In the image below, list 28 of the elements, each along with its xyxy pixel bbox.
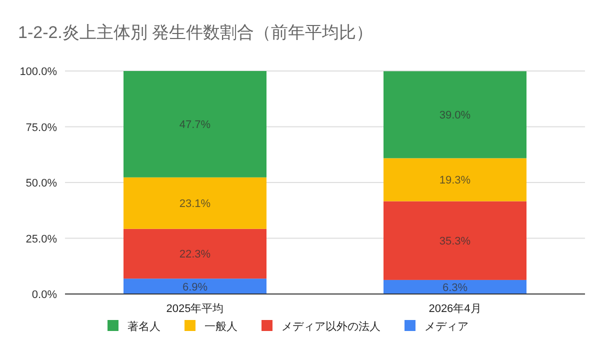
bar <box>124 278 266 294</box>
chart-title: 1-2-2.炎上主体別 発生件数割合（前年平均比） <box>18 23 374 42</box>
x-tick-label: 2025年平均 <box>166 303 224 315</box>
bar <box>384 280 526 294</box>
y-tick-label: 25.0% <box>26 233 58 246</box>
bar <box>124 228 266 279</box>
bar <box>384 201 526 280</box>
x-tick-label: 2026年4月 <box>428 303 482 315</box>
data-label: 39.0% <box>439 110 471 122</box>
data-label: 35.3% <box>439 236 471 248</box>
bar <box>124 177 266 229</box>
data-label: 22.3% <box>179 248 211 261</box>
bar <box>384 158 526 202</box>
legend-label: メディア以外の法人 <box>282 320 380 333</box>
data-label: 19.3% <box>439 174 471 187</box>
data-label: 23.1% <box>179 198 211 210</box>
data-label: 6.3% <box>442 282 468 294</box>
y-tick-label: 50.0% <box>26 178 58 190</box>
bar <box>124 71 266 178</box>
legend-label: メディア <box>424 321 468 333</box>
data-label: 47.7% <box>179 119 211 132</box>
y-tick-label: 0.0% <box>32 289 58 301</box>
legend-label: 一般人 <box>204 321 238 333</box>
legend-label: 著名人 <box>128 320 160 333</box>
y-tick-label: 75.0% <box>26 122 58 134</box>
data-label: 6.9% <box>182 281 208 294</box>
bar <box>384 71 526 158</box>
y-tick-label: 100.0% <box>20 66 58 78</box>
